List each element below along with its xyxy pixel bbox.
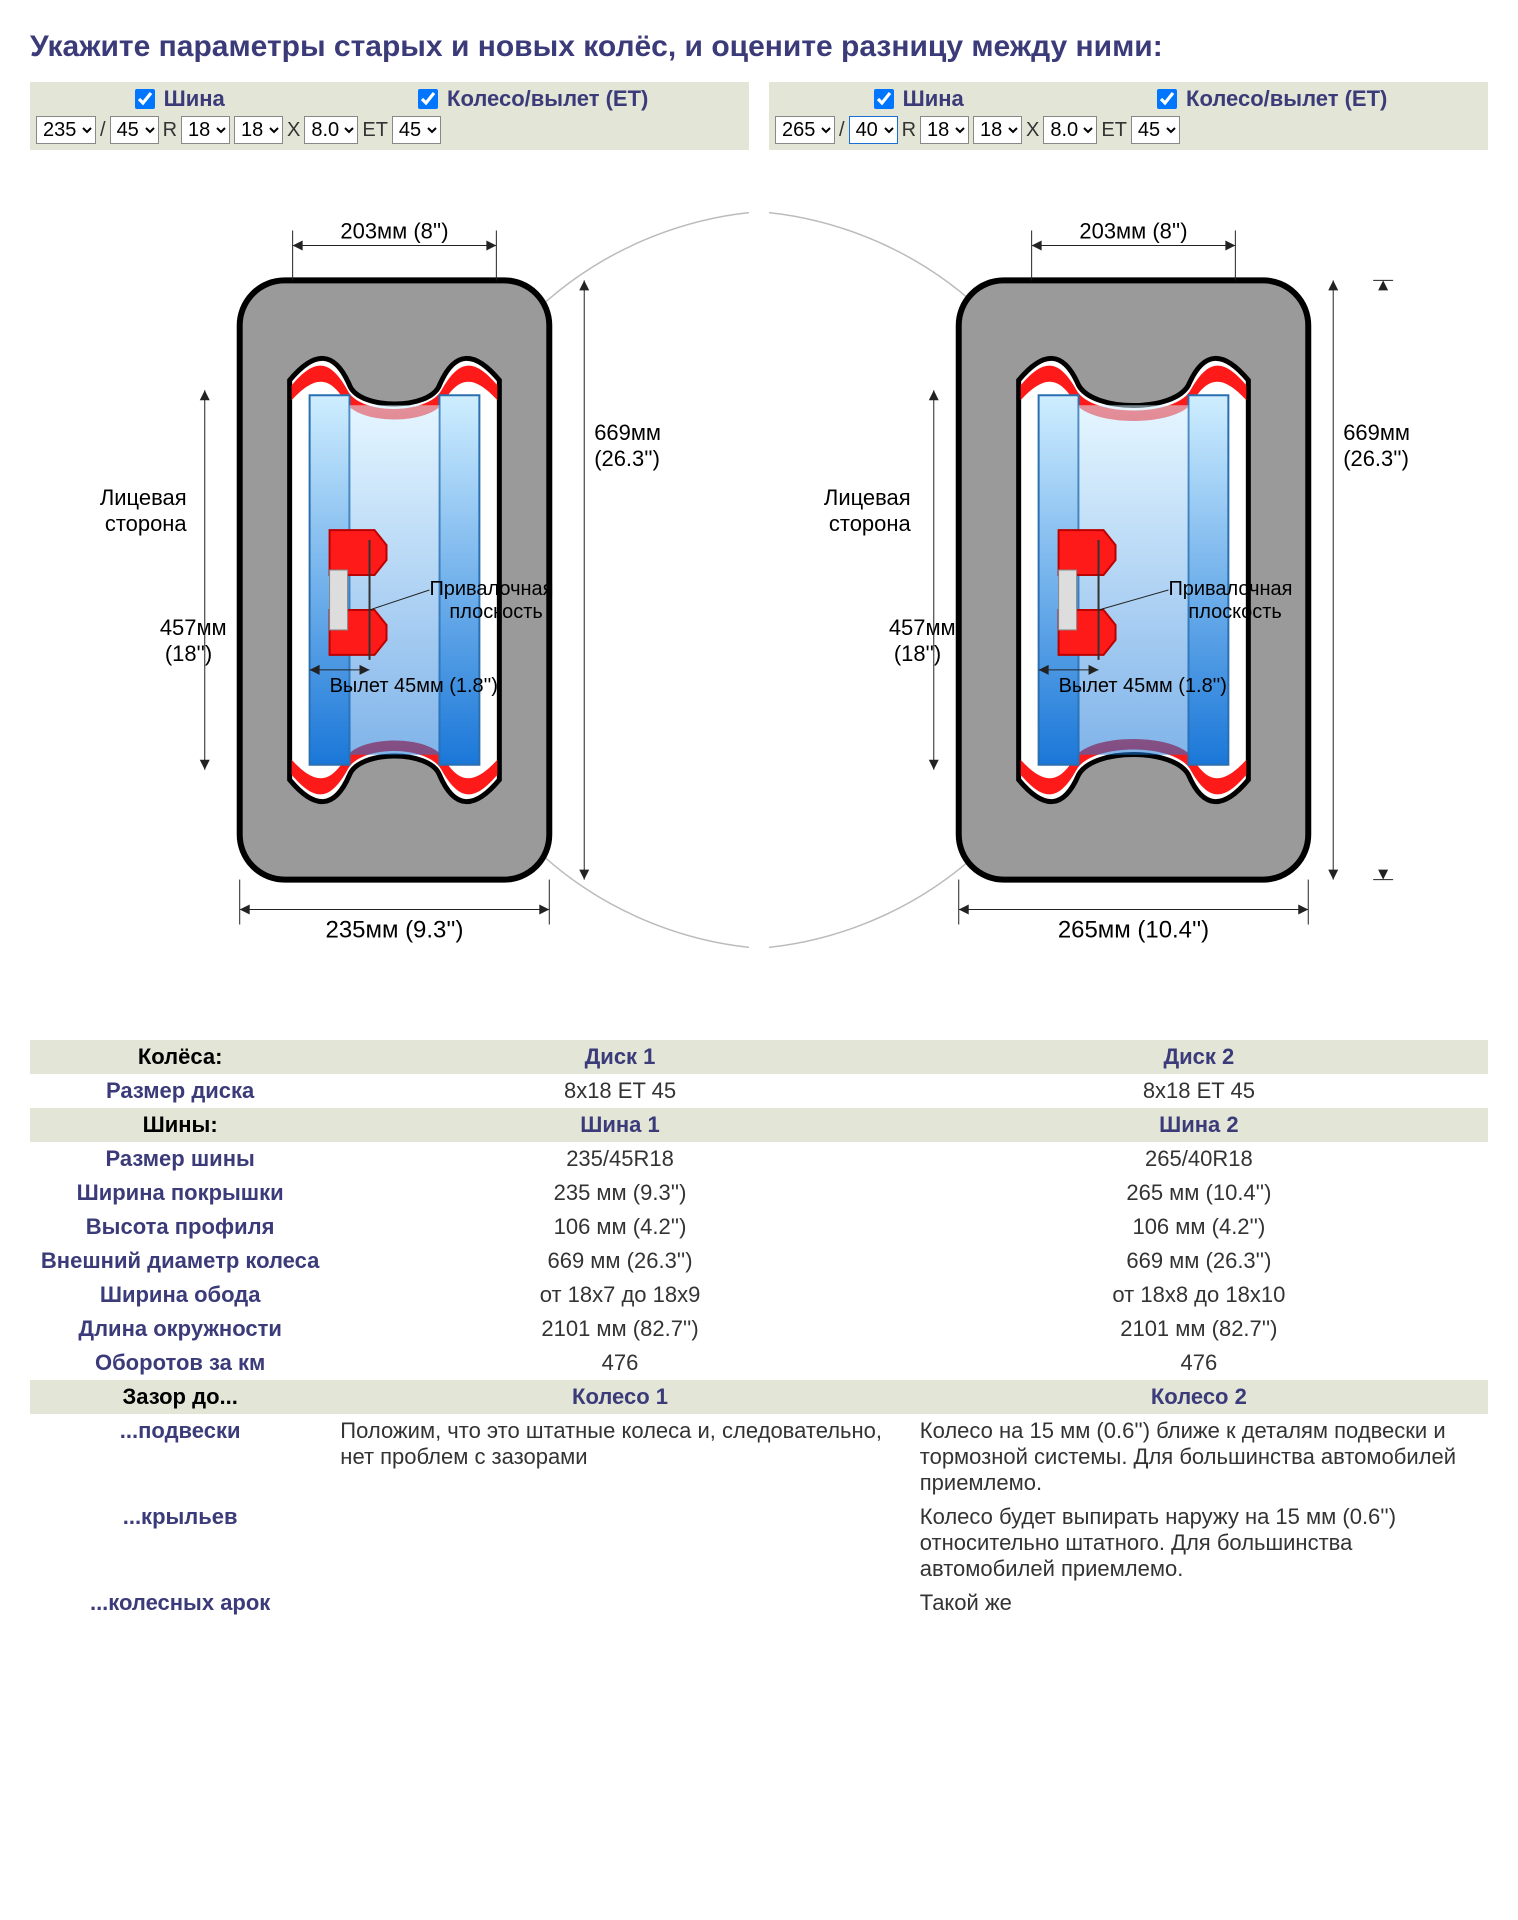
controls-row: Шина Колесо/вылет (ET) 235 / 45 R 18 18 … [30,82,1488,150]
sel-rimw-2[interactable]: 8.0 [1043,116,1097,144]
sel-rimw-1[interactable]: 8.0 [304,116,358,144]
chk-tire-2-input[interactable] [874,89,894,109]
lbl-h-1b: (26.3'') [594,446,660,471]
lbl-h-1a: 669мм [594,420,661,445]
lbl-face-1b: сторона [105,511,188,536]
lbl-face-1a: Лицевая [100,485,187,510]
sel-width-2[interactable]: 265 [775,116,835,144]
lbl-plane-1a: Привалочная [429,578,553,600]
sel-rim2-1[interactable]: 18 [234,116,283,144]
chk-wheel-1-input[interactable] [418,89,438,109]
lbl-ih-1a: 457мм [160,615,227,640]
lbl-topdim-1: 203мм (8'') [340,218,448,243]
lbl-ih-1b: (18'') [165,641,212,666]
lbl-botdim-1: 235мм (9.3'') [326,917,464,944]
sel-width-1[interactable]: 235 [36,116,96,144]
lbl-off-1: Вылет 45мм (1.8'') [330,675,498,697]
chk-tire-1[interactable]: Шина [131,86,225,112]
page-title: Укажите параметры старых и новых колёс, … [30,30,1488,64]
hdr-wheels: Колёса: [30,1040,330,1074]
svg-text:203мм (8''): 203мм (8'') [1079,218,1187,243]
lbl-plane-1b: плоскость [449,601,542,623]
chk-tire-2[interactable]: Шина [870,86,964,112]
chk-tire-1-input[interactable] [135,89,155,109]
svg-text:Вылет 45мм (1.8''): Вылет 45мм (1.8'') [1059,675,1227,697]
chk-wheel-2[interactable]: Колесо/вылет (ET) [1153,86,1387,112]
svg-text:(18''): (18'') [894,641,941,666]
svg-text:669мм: 669мм [1343,420,1410,445]
svg-text:плоскость: плоскость [1188,601,1281,623]
sel-et-2[interactable]: 45 [1131,116,1180,144]
hdr-tires: Шины: [30,1108,330,1142]
svg-text:457мм: 457мм [889,615,956,640]
diagrams: 203мм (8'') 235мм (9.3'') 669мм (26.3'')… [30,190,1488,970]
svg-text:Лицевая: Лицевая [824,485,911,510]
diagram-wheel1: 203мм (8'') 235мм (9.3'') 669мм (26.3'')… [30,190,749,970]
lbl-disksize: Размер диска [30,1074,330,1108]
sel-rim-1[interactable]: 18 [181,116,230,144]
sel-et-1[interactable]: 45 [392,116,441,144]
comparison-table: Колёса: Диск 1 Диск 2 Размер диска 8x18 … [30,1040,1488,1620]
chk-wheel-2-input[interactable] [1157,89,1177,109]
svg-text:сторона: сторона [829,511,912,536]
hdr-disc1: Диск 1 [330,1040,909,1074]
svg-text:265мм (10.4''): 265мм (10.4'') [1058,917,1209,944]
controls-wheel1: Шина Колесо/вылет (ET) 235 / 45 R 18 18 … [30,82,749,150]
sel-profile-2[interactable]: 40 [849,116,898,144]
diagram-wheel2: 203мм (8'') 265мм (10.4'') 669мм (26.3''… [769,190,1488,970]
sel-rim2-2[interactable]: 18 [973,116,1022,144]
sel-rim-2[interactable]: 18 [920,116,969,144]
hdr-disc2: Диск 2 [910,1040,1488,1074]
svg-text:(26.3''): (26.3'') [1343,446,1409,471]
controls-wheel2: Шина Колесо/вылет (ET) 265 / 40 R 18 18 … [769,82,1488,150]
sel-profile-1[interactable]: 45 [110,116,159,144]
svg-text:Привалочная: Привалочная [1168,578,1292,600]
hdr-gap: Зазор до... [30,1380,330,1414]
chk-wheel-1[interactable]: Колесо/вылет (ET) [414,86,648,112]
